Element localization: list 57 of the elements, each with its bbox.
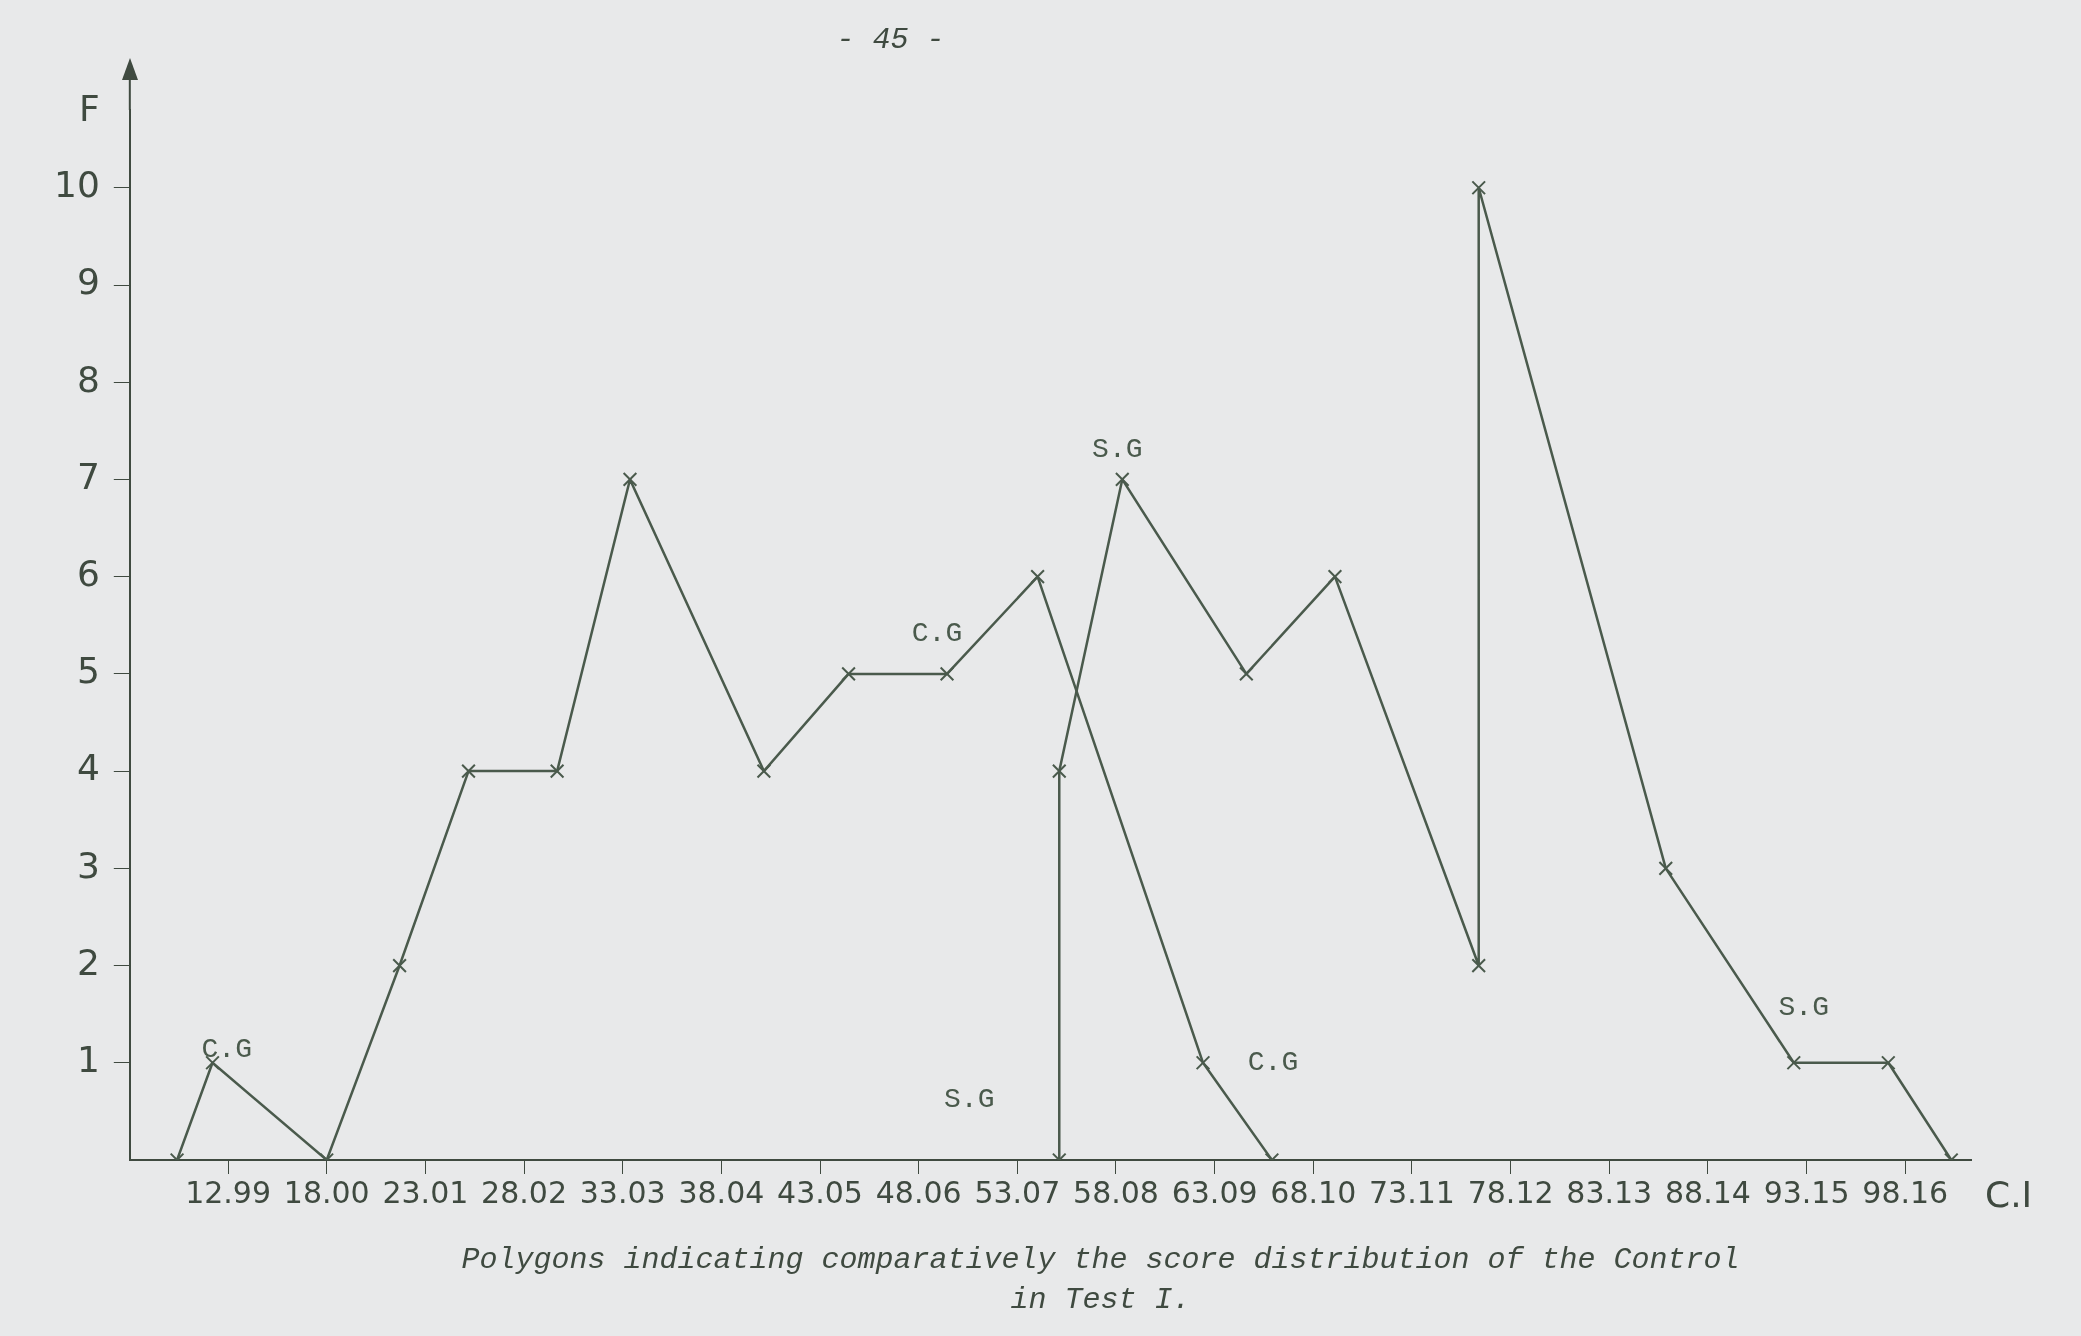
- x-tick-label: 23.01: [382, 1174, 469, 1210]
- x-tick-label: 12.99: [185, 1174, 272, 1210]
- y-tick-label: 8: [76, 358, 100, 400]
- x-tick-label: 93.15: [1763, 1174, 1850, 1210]
- point: [841, 666, 856, 682]
- point: [1051, 763, 1067, 779]
- point: [939, 666, 955, 682]
- y-tick-label: 1: [76, 1039, 100, 1081]
- point: [1786, 1055, 1802, 1071]
- text: in Test I.: [1010, 1282, 1191, 1317]
- x-tick-label: 88.14: [1664, 1174, 1751, 1210]
- point: [1880, 1055, 1896, 1071]
- x-axis-title: C.I: [1985, 1174, 2033, 1216]
- point: [392, 958, 407, 973]
- text: Polygons indicating comparatively the score distribution of the Control: [461, 1242, 1740, 1277]
- y-tick-label: 9: [76, 261, 100, 303]
- text: S.G: [1092, 433, 1143, 465]
- point: [1471, 180, 1487, 196]
- point: [1114, 472, 1130, 487]
- point: [1195, 1055, 1211, 1071]
- x-tick-label: 68.10: [1270, 1174, 1357, 1210]
- x-tick-label: 83.13: [1566, 1174, 1653, 1210]
- y-tick-label: 5: [76, 650, 100, 692]
- x-tick-label: 73.11: [1369, 1174, 1455, 1210]
- y-tick-label: 2: [76, 941, 100, 983]
- x-tick-label: 33.03: [579, 1174, 666, 1210]
- y-tick-label: 6: [76, 553, 100, 595]
- point: [622, 472, 638, 487]
- x-tick-label: 58.08: [1073, 1174, 1159, 1210]
- x-tick-label: 48.06: [875, 1174, 962, 1210]
- x-tick-label: 53.07: [974, 1174, 1061, 1210]
- x-tick-label: 63.09: [1171, 1174, 1258, 1210]
- text: C.G: [201, 1034, 252, 1066]
- text: S.G: [944, 1084, 995, 1116]
- x-tick-label: 43.05: [777, 1174, 863, 1210]
- point: [1471, 958, 1487, 973]
- point: [1238, 666, 1254, 682]
- y-tick-label: 3: [76, 844, 100, 886]
- point: [549, 763, 565, 779]
- y-axis-title: F: [79, 88, 100, 130]
- text: - 45 -: [836, 22, 945, 57]
- x-tick-label: 28.02: [481, 1174, 567, 1210]
- point: [1030, 569, 1045, 585]
- point: [461, 763, 476, 779]
- x-tick-label: 38.04: [678, 1174, 765, 1210]
- y-tick-label: 4: [76, 747, 100, 789]
- y-tick-label: 7: [76, 455, 100, 497]
- x-tick-label: 18.00: [283, 1174, 370, 1210]
- text: C.G: [1247, 1047, 1299, 1079]
- x-tick-label: 98.16: [1862, 1174, 1949, 1210]
- point: [1658, 860, 1674, 876]
- point: [1327, 569, 1343, 585]
- x-tick-label: 78.12: [1467, 1174, 1554, 1210]
- series-label: C.G: [911, 618, 963, 650]
- series-label: S.G: [1778, 992, 1829, 1024]
- y-tick-label: 10: [54, 164, 100, 206]
- point: [756, 763, 772, 779]
